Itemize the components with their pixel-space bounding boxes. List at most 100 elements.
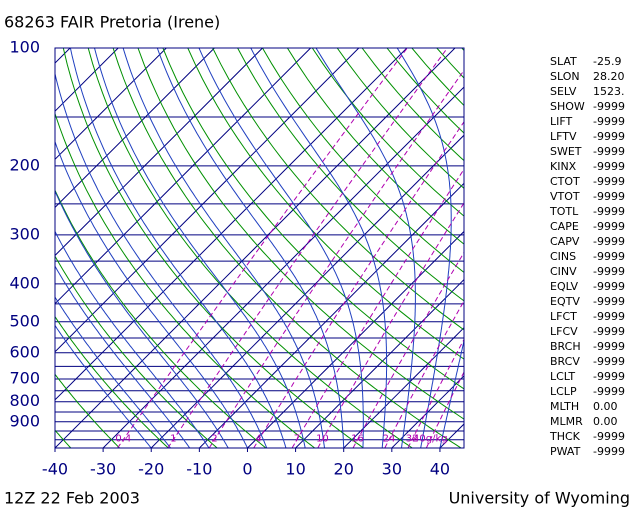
mixing-ratio-label: 1 [170, 434, 176, 445]
mixing-ratio-label: 32 [406, 434, 419, 445]
index-name: SWET [550, 145, 582, 158]
index-name: CINV [550, 265, 577, 278]
dry-adiabat [87, 48, 413, 448]
index-name: LIFT [550, 115, 573, 128]
moist-adiabat [122, 48, 325, 448]
moist-adiabat [55, 265, 191, 448]
dry-adiabat [311, 48, 464, 217]
isotherm [55, 48, 263, 257]
index-name: CTOT [550, 175, 580, 188]
dry-adiabat [55, 373, 120, 448]
index-name: LFTV [550, 130, 577, 143]
mixing-ratio-line [384, 299, 464, 448]
y-tick-label: 900 [9, 411, 40, 430]
y-tick-label: 200 [9, 155, 40, 174]
moist-adiabat [55, 230, 210, 448]
isotherm [102, 86, 464, 448]
index-name: BRCH [550, 340, 581, 353]
index-name: LCLT [550, 370, 575, 383]
x-tick-label: -20 [138, 460, 164, 479]
y-tick-label: 800 [9, 391, 40, 410]
index-value: -9999 [593, 310, 625, 323]
index-value: -25.9 [593, 55, 621, 68]
index-value: -9999 [593, 115, 625, 128]
moist-adiabat [439, 338, 464, 448]
dry-adiabat [212, 48, 464, 331]
index-value: -9999 [593, 340, 625, 353]
mixing-ratio-label: 24 [383, 434, 396, 445]
index-name: CINS [550, 250, 576, 263]
index-value: -9999 [593, 445, 625, 458]
chart-title: 68263 FAIR Pretoria (Irene) [4, 13, 220, 32]
index-name: CAPE [550, 220, 579, 233]
index-name: LCLP [550, 385, 577, 398]
y-tick-label: 400 [9, 273, 40, 292]
index-value: -9999 [593, 130, 625, 143]
index-value: -9999 [593, 295, 625, 308]
y-tick-label: 600 [9, 342, 40, 361]
index-value: -9999 [593, 430, 625, 443]
index-value: -9999 [593, 220, 625, 233]
isotherm [247, 230, 464, 448]
index-value: -9999 [593, 355, 625, 368]
index-value: -9999 [593, 175, 625, 188]
index-value: -9999 [593, 265, 625, 278]
moist-adiabat [55, 324, 152, 448]
mixing-ratio-line [117, 48, 408, 448]
index-value: 1523. [593, 85, 625, 98]
y-tick-label: 700 [9, 369, 40, 388]
x-tick-label: -30 [90, 460, 116, 479]
index-name: SLON [550, 70, 580, 83]
index-name: KINX [550, 160, 577, 173]
moist-adiabat [55, 296, 171, 448]
index-value: -9999 [593, 235, 625, 248]
index-name: CAPV [550, 235, 580, 248]
moist-adiabat [156, 48, 345, 448]
x-tick-label: 40 [430, 460, 450, 479]
index-name: PWAT [550, 445, 581, 458]
index-name: THCK [549, 430, 581, 443]
index-value: -9999 [593, 370, 625, 383]
dry-adiabat [187, 48, 464, 360]
index-name: SLAT [550, 55, 577, 68]
moist-adiabat [198, 48, 364, 448]
x-tick-label: 10 [285, 460, 305, 479]
mixing-ratio-line [167, 48, 448, 448]
isotherm [55, 48, 311, 305]
index-value: -9999 [593, 280, 625, 293]
plot-frame [54, 47, 465, 449]
dry-adiabat [162, 48, 464, 390]
dry-adiabat [137, 48, 464, 420]
x-tick-label: -10 [186, 460, 212, 479]
index-name: VTOT [550, 190, 580, 203]
index-name: TOTL [549, 205, 579, 218]
mixing-ratio-label: 10 [316, 434, 329, 445]
mixing-ratio-line [291, 168, 464, 448]
y-tick-label: 500 [9, 311, 40, 330]
mixing-ratio-line [407, 338, 464, 448]
mixing-ratio-label: 40g/kg [413, 434, 448, 445]
mixing-ratio-label: 2 [211, 434, 217, 445]
diagram-lines [55, 48, 464, 448]
isotherm [295, 278, 464, 448]
x-tick-label: -40 [42, 460, 68, 479]
mixing-ratio-line [208, 69, 464, 448]
index-name: BRCV [550, 355, 580, 368]
moist-adiabat [250, 48, 388, 448]
mixing-ratio-label: 7 [294, 434, 300, 445]
index-value: -9999 [593, 100, 625, 113]
index-value: -9999 [593, 145, 625, 158]
index-value: -9999 [593, 160, 625, 173]
dry-adiabat [55, 315, 169, 448]
time-label: 12Z 22 Feb 2003 [4, 489, 140, 508]
index-name: LFCV [550, 325, 578, 338]
index-value: 0.00 [593, 400, 618, 413]
index-value: 28.20 [593, 70, 625, 83]
index-value: 0.00 [593, 415, 618, 428]
index-value: -9999 [593, 325, 625, 338]
mixing-ratio-line [253, 120, 464, 448]
index-name: EQLV [550, 280, 579, 293]
moist-adiabat [55, 140, 248, 448]
